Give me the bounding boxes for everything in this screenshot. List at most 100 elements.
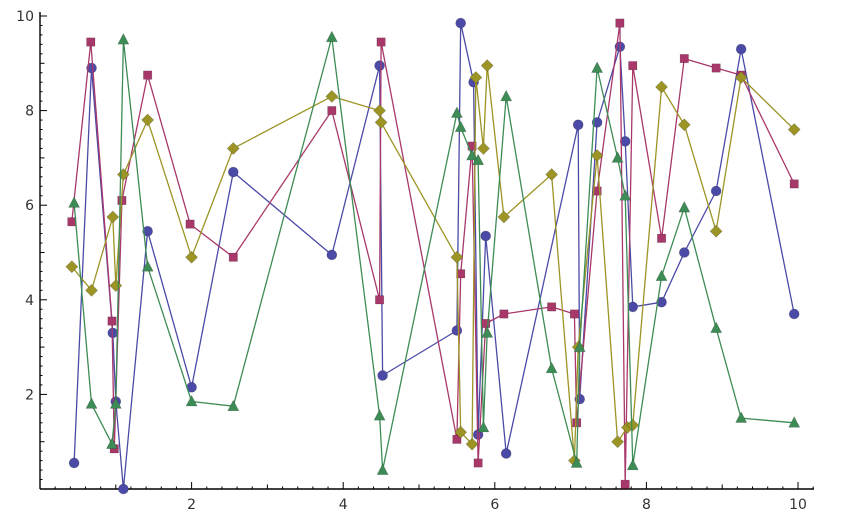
axes: 2 4 6 8 10 2 4 6 8 10 (16, 9, 814, 513)
y-tick-label: 2 (25, 387, 34, 403)
data-point (455, 17, 466, 29)
data-point (545, 168, 559, 181)
data-point (611, 435, 625, 449)
data-point (710, 321, 723, 333)
data-point (107, 316, 117, 326)
series-1 (68, 17, 800, 495)
data-point (185, 219, 195, 229)
data-point (477, 420, 490, 433)
data-point (109, 397, 122, 409)
data-point (709, 224, 723, 238)
data-point (615, 18, 625, 28)
data-point (376, 463, 389, 475)
data-point (547, 302, 557, 312)
data-point (374, 116, 388, 129)
data-point (628, 61, 638, 71)
data-point (500, 448, 512, 459)
data-point (452, 434, 462, 444)
data-point (68, 457, 80, 469)
data-point (655, 80, 668, 94)
data-point (626, 458, 639, 471)
data-point (85, 397, 98, 409)
data-point (141, 260, 154, 272)
data-point (118, 483, 129, 495)
data-point (656, 296, 667, 308)
data-point (788, 308, 800, 320)
data-point (68, 196, 81, 208)
x-tick-label: 2 (187, 497, 196, 513)
data-point (626, 418, 640, 432)
series-line (73, 36, 795, 471)
data-point (481, 326, 494, 338)
data-point (86, 62, 97, 74)
data-point (569, 309, 579, 319)
data-point (450, 250, 464, 264)
data-point (473, 458, 483, 468)
data-point (591, 117, 603, 128)
data-point (377, 370, 388, 381)
data-point (570, 456, 583, 468)
data-point (620, 479, 630, 489)
data-point (469, 71, 483, 84)
data-point (545, 361, 558, 374)
data-point (572, 119, 584, 131)
data-point (227, 399, 240, 412)
data-point (106, 210, 120, 224)
data-point (497, 210, 511, 224)
data-point (141, 113, 155, 127)
data-point (67, 217, 77, 227)
data-point (619, 136, 631, 147)
data-point (456, 269, 466, 279)
data-point (227, 166, 239, 178)
data-point (465, 437, 479, 451)
data-point (735, 43, 747, 55)
data-point (454, 425, 468, 439)
y-tick-label: 6 (25, 198, 34, 214)
data-point (734, 71, 748, 84)
data-point (117, 33, 130, 45)
data-point (735, 411, 748, 423)
y-tick-label: 10 (16, 9, 34, 25)
data-point (454, 120, 467, 132)
series-3 (65, 59, 801, 468)
data-point (326, 249, 338, 261)
data-point (472, 153, 485, 166)
data-point (591, 61, 604, 73)
data-point (627, 301, 639, 313)
data-point (106, 437, 119, 449)
data-point (376, 37, 386, 47)
data-point (480, 59, 494, 73)
data-point (450, 106, 463, 118)
data-point (500, 89, 513, 102)
data-point (788, 416, 801, 428)
data-point (228, 252, 238, 262)
x-tick-label: 10 (789, 497, 807, 513)
data-point (374, 60, 385, 71)
y-tick-label: 4 (25, 293, 34, 309)
data-point (185, 394, 198, 407)
data-point (327, 106, 337, 116)
data-point (499, 309, 509, 319)
data-point (480, 230, 492, 242)
data-point (711, 63, 721, 73)
data-point (86, 37, 96, 47)
data-point (373, 104, 387, 118)
data-point (655, 269, 668, 281)
y-tick-label: 8 (25, 104, 34, 120)
data-point (142, 225, 153, 237)
x-tick-label: 8 (642, 497, 651, 513)
data-point (466, 148, 479, 161)
data-point (325, 30, 338, 43)
data-point (573, 340, 586, 352)
data-point (477, 142, 490, 155)
data-point (590, 149, 604, 162)
data-point (611, 151, 624, 163)
data-point (143, 70, 153, 80)
data-point (787, 123, 801, 136)
data-point (678, 200, 691, 213)
data-point (678, 247, 690, 258)
data-point (451, 325, 463, 336)
data-point (325, 89, 339, 103)
data-point (65, 260, 79, 274)
